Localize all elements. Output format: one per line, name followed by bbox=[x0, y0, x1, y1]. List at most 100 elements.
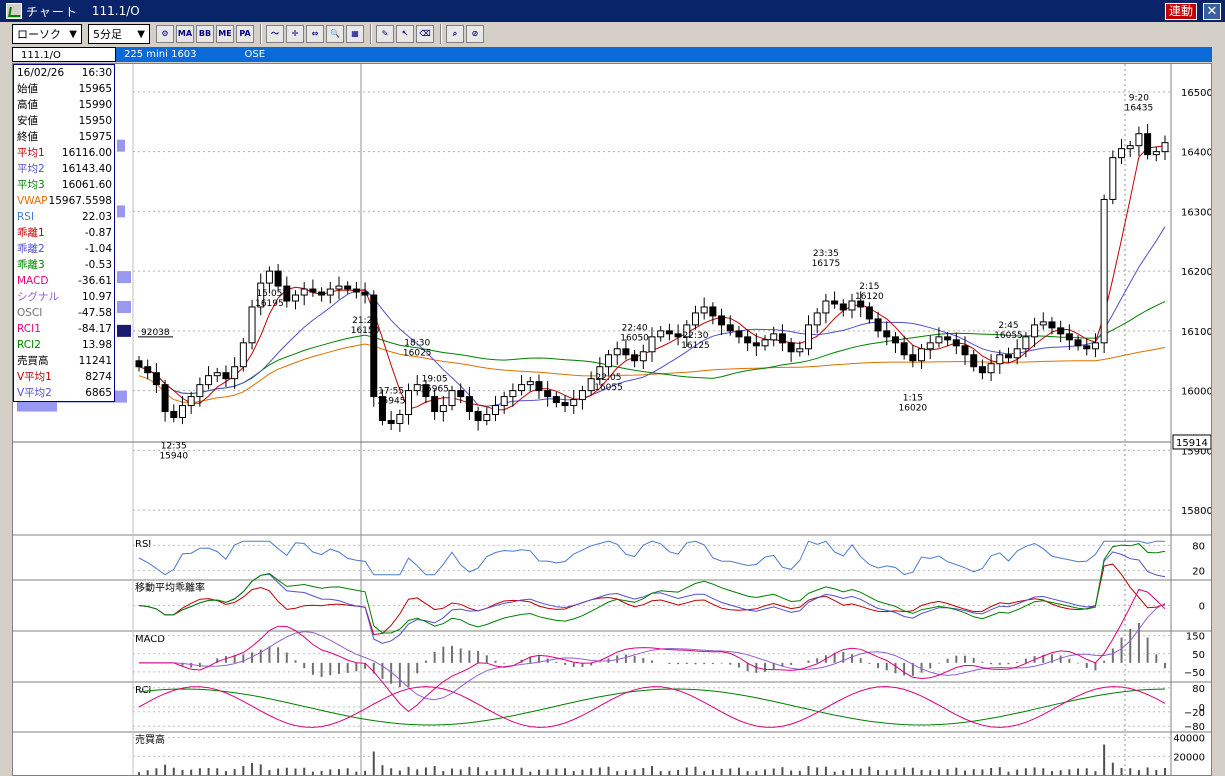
current-price-label: 15914 bbox=[1176, 438, 1208, 449]
candle-body bbox=[300, 288, 308, 296]
annotation-time: 15:05 bbox=[256, 289, 282, 299]
candle-body bbox=[665, 330, 673, 335]
ma-indicator-icon[interactable]: MA bbox=[176, 25, 194, 43]
volume-profile-bar bbox=[117, 271, 131, 284]
price-tick-label: 16100 bbox=[1181, 327, 1211, 338]
candle-body bbox=[683, 324, 691, 338]
candle-body bbox=[1126, 145, 1134, 150]
candle-body bbox=[648, 336, 656, 353]
chart-canvas[interactable]: 16500 16400 16300 16200 16100 16000 15900 15800… bbox=[13, 64, 1211, 775]
data-label: 高値 bbox=[17, 99, 38, 111]
data-panel-row: MACD -36.61 bbox=[14, 273, 114, 289]
data-label: 平均2 bbox=[17, 163, 45, 175]
line-tool-icon[interactable]: 〜 bbox=[266, 25, 284, 43]
grid-icon[interactable]: ▦ bbox=[346, 25, 364, 43]
title-bar[interactable]: チャート 111.1/O 連動 ✕ bbox=[0, 0, 1225, 22]
data-value: -36.61 bbox=[78, 275, 112, 287]
cursor-icon[interactable]: ↖ bbox=[396, 25, 414, 43]
data-panel-row: 始値 15965 bbox=[14, 81, 114, 97]
rci1-line bbox=[138, 686, 1166, 728]
chevron-down-icon: ▼ bbox=[137, 28, 145, 40]
candle-body bbox=[961, 345, 969, 356]
candle-body bbox=[1100, 198, 1108, 344]
price-tick-label: 15800 bbox=[1181, 506, 1211, 517]
candle-body bbox=[509, 390, 517, 398]
data-time: 16:30 bbox=[81, 67, 112, 79]
interval-select[interactable]: 5分足 ▼ bbox=[88, 24, 150, 44]
candle-body bbox=[1091, 342, 1099, 350]
chart-settings-icon[interactable]: ⚙ bbox=[156, 25, 174, 43]
subpanel-tick-label: 80 bbox=[1192, 541, 1205, 552]
eraser-icon[interactable]: ⌫ bbox=[416, 25, 434, 43]
candle-body bbox=[587, 378, 595, 392]
data-panel-row: 平均3 16061.60 bbox=[14, 177, 114, 193]
candle-body bbox=[274, 270, 282, 287]
price-tick-label: 16500 bbox=[1181, 88, 1211, 99]
data-value: 15990 bbox=[78, 99, 112, 111]
search-icon[interactable]: ⌕ bbox=[446, 25, 464, 43]
data-panel-row: 安値 15950 bbox=[14, 113, 114, 129]
candle-body bbox=[413, 384, 421, 392]
data-value: 22.03 bbox=[81, 211, 112, 223]
price-tick-label: 16400 bbox=[1181, 148, 1211, 159]
tool-icon-group: ⚙ MA BB ME PA 〜 ✛ ⇔ 🔍 ▦ ✎ ↖ ⌫ ⌕ ⊘ bbox=[156, 24, 486, 44]
chart-area[interactable]: 16500 16400 16300 16200 16100 16000 15900 15800… bbox=[12, 63, 1212, 776]
data-panel-row: V平均2 6865 bbox=[14, 385, 114, 401]
pen-icon[interactable]: ✎ bbox=[376, 25, 394, 43]
subpanel-tick-label: −80 bbox=[1184, 722, 1205, 733]
data-panel-row: 乖離2 -1.04 bbox=[14, 241, 114, 257]
annotation-price: 16055 bbox=[994, 331, 1023, 341]
exchange-name: OSE bbox=[244, 49, 266, 60]
annotation-time: 22:05 bbox=[596, 373, 622, 383]
data-value: 15975 bbox=[78, 131, 112, 143]
subpanel-tick-label: 80 bbox=[1192, 684, 1205, 695]
candle-body bbox=[909, 354, 917, 362]
zoom-icon[interactable]: 🔍 bbox=[326, 25, 344, 43]
candle-body bbox=[865, 306, 873, 320]
bb-indicator-icon[interactable]: BB bbox=[196, 25, 214, 43]
candle-body bbox=[613, 348, 621, 356]
data-value: 16143.40 bbox=[61, 163, 112, 175]
price-tick-label: 15900 bbox=[1181, 446, 1211, 457]
chart-type-select[interactable]: ローソク ▼ bbox=[12, 24, 82, 44]
mme-indicator-icon[interactable]: ME bbox=[216, 25, 234, 43]
pa-indicator-icon[interactable]: PA bbox=[236, 25, 254, 43]
candle-body bbox=[822, 300, 830, 314]
data-panel-row: 乖離1 -0.87 bbox=[14, 225, 114, 241]
data-label: 始値 bbox=[17, 83, 38, 95]
data-panel-row: OSCI -47.58 bbox=[14, 305, 114, 321]
data-value: 11241 bbox=[78, 355, 112, 367]
data-panel-row: RSI 22.03 bbox=[14, 209, 114, 225]
subpanel-title: 売買高 bbox=[135, 733, 165, 746]
candle-body bbox=[474, 411, 482, 421]
candle-body bbox=[944, 336, 952, 341]
candle-body bbox=[691, 312, 699, 326]
close-icon[interactable]: ✕ bbox=[1203, 3, 1221, 20]
annotation-time: 18:30 bbox=[404, 339, 430, 349]
data-value: 16116.00 bbox=[61, 147, 112, 159]
data-panel-row: VWAP 15967.5598 bbox=[14, 193, 114, 209]
candle-body bbox=[178, 405, 186, 418]
candle-body bbox=[761, 339, 769, 347]
symbol-code[interactable]: 111.1/O bbox=[12, 47, 116, 62]
data-panel-row: RCI1 -84.17 bbox=[14, 321, 114, 337]
candle-body bbox=[1083, 345, 1091, 350]
link-button[interactable]: 連動 bbox=[1164, 3, 1197, 20]
toolbar-separator bbox=[440, 24, 442, 44]
data-panel-row: 平均1 16116.00 bbox=[14, 145, 114, 161]
price-tick-label: 16000 bbox=[1181, 387, 1211, 398]
candle-body bbox=[787, 342, 795, 353]
data-label: 平均1 bbox=[17, 147, 45, 159]
scroll-icon[interactable]: ⇔ bbox=[306, 25, 324, 43]
data-panel-row: 乖離3 -0.53 bbox=[14, 257, 114, 273]
data-value: -84.17 bbox=[78, 323, 112, 335]
candle-body bbox=[605, 354, 613, 368]
candle-body bbox=[387, 419, 395, 424]
candle-body bbox=[1109, 157, 1117, 200]
candle-body bbox=[561, 402, 569, 407]
clear-icon[interactable]: ⊘ bbox=[466, 25, 484, 43]
rci2-line bbox=[138, 688, 1166, 726]
candle-body bbox=[1057, 327, 1065, 335]
crosshair-icon[interactable]: ✛ bbox=[286, 25, 304, 43]
